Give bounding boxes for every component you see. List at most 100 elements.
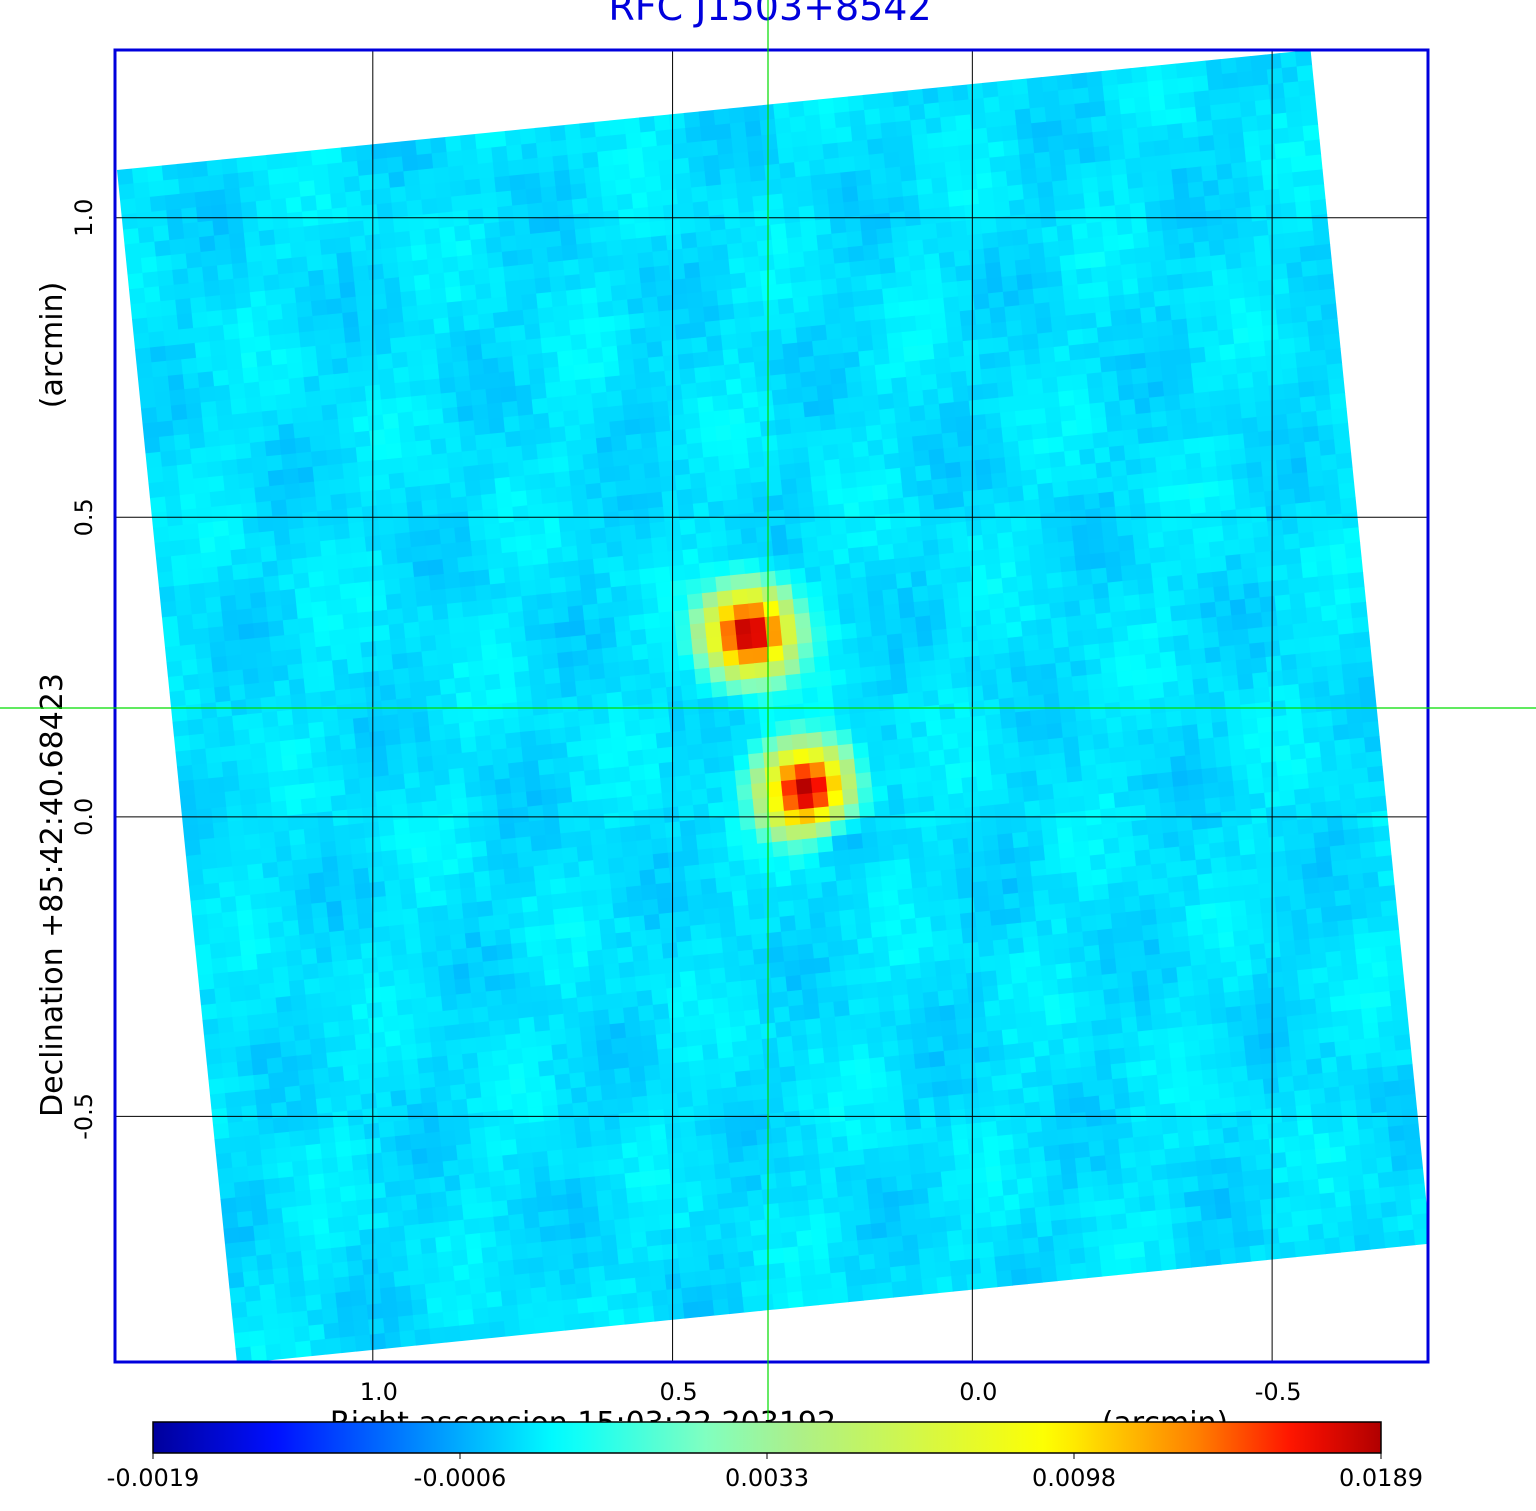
heatmap-cell (970, 414, 988, 432)
heatmap-cell (433, 769, 451, 787)
heatmap-cell (1137, 578, 1155, 596)
heatmap-cell (598, 617, 616, 635)
heatmap-cell (239, 638, 257, 656)
heatmap-cell (1095, 913, 1113, 931)
heatmap-cell (1102, 235, 1120, 253)
heatmap-cell (233, 729, 251, 747)
heatmap-cell (564, 575, 582, 593)
heatmap-cell (1204, 797, 1222, 815)
heatmap-cell (692, 351, 710, 369)
heatmap-cell (1173, 935, 1191, 954)
heatmap-cell (977, 639, 995, 657)
heatmap-cell (774, 117, 792, 135)
heatmap-cell (777, 297, 795, 315)
heatmap-cell (909, 706, 927, 724)
heatmap-cell (634, 974, 652, 993)
heatmap-cell (1191, 813, 1209, 831)
heatmap-cell (1256, 264, 1274, 282)
heatmap-cell (1352, 616, 1370, 634)
heatmap-cell (458, 872, 476, 890)
heatmap-cell (1052, 782, 1070, 800)
heatmap-cell (1314, 243, 1332, 261)
heatmap-cell (211, 806, 229, 824)
heatmap-cell (1031, 573, 1049, 591)
heatmap-cell (392, 366, 411, 384)
heatmap-cell (314, 480, 332, 498)
heatmap-cell (1034, 302, 1052, 320)
heatmap-cell (1095, 461, 1113, 479)
heatmap-cell (436, 347, 454, 365)
heatmap-cell (809, 309, 827, 327)
heatmap-cell (327, 764, 345, 782)
heatmap-cell (1034, 754, 1052, 772)
heatmap-cell (719, 318, 737, 336)
heatmap-cell (937, 85, 955, 104)
heatmap-cell (503, 265, 521, 283)
heatmap-cell (220, 594, 238, 612)
heatmap-cell (452, 661, 470, 679)
heatmap-cell (865, 575, 883, 593)
heatmap-cell (452, 210, 470, 228)
heatmap-cell (970, 263, 988, 281)
heatmap-cell (472, 1006, 490, 1024)
heatmap-cell (500, 235, 518, 253)
heatmap-cell (199, 837, 217, 856)
heatmap-cell (774, 719, 793, 737)
heatmap-cell (451, 948, 469, 966)
heatmap-cell (339, 1034, 357, 1052)
heatmap-cell (345, 642, 363, 660)
heatmap-cell (798, 355, 816, 374)
heatmap-cell (358, 776, 376, 794)
heatmap-cell (1219, 946, 1237, 964)
heatmap-cell (400, 1043, 418, 1061)
heatmap-cell (667, 248, 685, 266)
heatmap-cell (828, 654, 846, 672)
heatmap-cell (1174, 649, 1192, 667)
heatmap-cell (1287, 728, 1306, 746)
heatmap-cell (888, 196, 906, 214)
heatmap-cell (977, 940, 995, 958)
heatmap-cell (743, 858, 761, 876)
heatmap-cell (1208, 390, 1226, 408)
heatmap-cell (889, 663, 907, 681)
heatmap-cell (1058, 691, 1076, 709)
heatmap-cell (988, 442, 1006, 460)
heatmap-cell (1274, 443, 1292, 461)
heatmap-cell (767, 645, 785, 663)
heatmap-cell (1077, 132, 1095, 150)
heatmap-cell (1286, 111, 1304, 129)
heatmap-cell (1157, 184, 1176, 202)
heatmap-cell (1014, 560, 1033, 578)
heatmap-cell (1143, 637, 1161, 655)
heatmap-cell (1016, 575, 1034, 593)
heatmap-cell (1204, 495, 1222, 514)
heatmap-cell (394, 532, 412, 550)
heatmap-cell (513, 520, 531, 538)
heatmap-cell (1013, 394, 1031, 412)
heatmap-cell (649, 220, 667, 238)
heatmap-cell (1035, 166, 1053, 184)
heatmap-cell (663, 655, 681, 673)
heatmap-cell (1196, 722, 1215, 740)
heatmap-cell (973, 293, 991, 311)
heatmap-cell (452, 511, 470, 529)
heatmap-cell (789, 266, 807, 284)
heatmap-cell (528, 368, 546, 386)
heatmap-cell (1168, 740, 1186, 758)
heatmap-cell (1116, 519, 1134, 537)
heatmap-cell (491, 447, 509, 465)
heatmap-cell (964, 806, 982, 824)
heatmap-cell (187, 266, 205, 284)
heatmap-cell (372, 760, 390, 778)
heatmap-cell (810, 625, 828, 643)
heatmap-cell (1119, 399, 1137, 417)
heatmap-cell (291, 858, 309, 876)
heatmap-cell (330, 794, 348, 812)
heatmap-cell (1013, 545, 1031, 563)
heatmap-cell (385, 442, 403, 460)
heatmap-cell (276, 257, 294, 275)
heatmap-cell (737, 497, 755, 515)
heatmap-cell (1222, 223, 1240, 241)
heatmap-cell (1011, 229, 1029, 247)
heatmap-cell (985, 412, 1003, 430)
